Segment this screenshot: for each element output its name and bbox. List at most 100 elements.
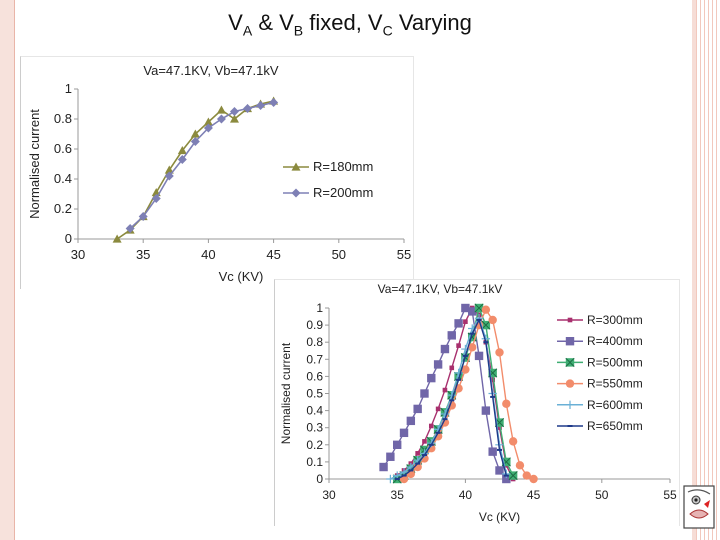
legend-marker <box>291 162 301 171</box>
data-point <box>461 303 470 313</box>
data-point <box>454 368 463 378</box>
data-point <box>440 409 450 419</box>
series-line <box>129 101 274 230</box>
data-point <box>456 343 461 348</box>
data-point <box>515 461 525 470</box>
data-point <box>490 395 496 398</box>
data-point <box>435 431 441 434</box>
data-point <box>529 474 538 484</box>
data-series <box>394 318 509 480</box>
x-tick-label: 35 <box>391 488 405 502</box>
data-point <box>413 404 422 414</box>
title-part-b: & V <box>252 10 294 35</box>
data-point <box>481 305 491 314</box>
data-series <box>112 96 279 243</box>
data-point <box>203 123 213 133</box>
data-point <box>428 443 434 446</box>
data-point <box>469 332 475 335</box>
data-point <box>481 406 491 415</box>
data-point <box>508 471 518 481</box>
data-point <box>503 474 509 477</box>
chart-title: Va=47.1KV, Vb=47.1kV <box>378 282 503 296</box>
data-point <box>468 307 477 316</box>
legend-marker <box>567 317 573 323</box>
data-point <box>379 462 388 472</box>
data-point <box>456 378 462 381</box>
data-point <box>415 451 420 456</box>
y-tick-label: 1 <box>316 301 323 315</box>
data-point <box>151 194 161 203</box>
data-series <box>125 98 279 233</box>
data-point <box>406 416 416 426</box>
y-tick-label: 0.2 <box>306 438 323 452</box>
data-point <box>454 319 463 328</box>
data-point <box>138 212 148 221</box>
data-point <box>164 165 174 174</box>
data-point <box>488 315 497 325</box>
legend-marker <box>567 425 573 427</box>
y-tick-label: 0 <box>316 472 323 486</box>
chart-top-svg: Va=47.1KV, Vb=47.1kV Normalised current Vc… <box>27 63 411 284</box>
data-point <box>229 114 239 123</box>
data-point <box>386 474 395 484</box>
data-point <box>440 344 450 354</box>
x-axis-label: Vc (KV) <box>479 510 520 524</box>
data-point <box>442 387 448 393</box>
data-point <box>502 399 511 408</box>
data-point <box>125 224 135 233</box>
title-subscript-b: B <box>293 22 304 39</box>
y-tick-label: 0.6 <box>306 369 323 383</box>
data-point <box>461 365 470 374</box>
data-point <box>497 425 502 431</box>
data-point <box>408 469 414 472</box>
legend-marker <box>291 188 301 198</box>
y-axis-label: Normalised current <box>27 109 42 219</box>
data-point <box>447 391 456 400</box>
chart-bottom-svg: Va=47.1KV, Vb=47.1kV Normalised current Vc… <box>279 282 677 524</box>
chart-top: Va=47.1KV, Vb=47.1kV Normalised current Vc… <box>20 56 414 289</box>
title-subscript-a: A <box>242 22 253 39</box>
slide-title: VA & VB fixed, VC Varying <box>0 10 700 38</box>
data-point <box>177 155 187 164</box>
data-point <box>488 447 497 456</box>
data-point <box>216 114 226 124</box>
y-tick-label: 0.1 <box>306 455 323 469</box>
legend-label: R=200mm <box>313 185 373 200</box>
right-decorative-border <box>696 0 720 540</box>
data-point <box>476 318 482 321</box>
x-tick-label: 55 <box>663 488 677 502</box>
data-point <box>462 354 468 357</box>
data-point <box>449 365 455 371</box>
legend-label: R=600mm <box>587 398 643 412</box>
data-point <box>190 137 200 146</box>
data-point <box>427 373 436 383</box>
data-point <box>164 171 174 181</box>
data-point <box>435 406 441 412</box>
x-tick-label: 50 <box>332 247 346 262</box>
y-tick-label: 0.3 <box>306 421 323 435</box>
data-point <box>394 478 400 480</box>
data-point <box>177 146 187 155</box>
legend-marker <box>565 400 575 409</box>
series-line <box>382 307 507 480</box>
x-tick-label: 50 <box>595 488 609 502</box>
x-tick-label: 40 <box>201 247 215 262</box>
y-tick-label: 0.5 <box>306 387 323 401</box>
data-point <box>243 104 253 113</box>
data-point <box>393 440 402 449</box>
x-tick-label: 55 <box>397 247 411 262</box>
data-point <box>422 439 427 444</box>
y-tick-label: 0.9 <box>306 318 323 332</box>
data-point <box>203 117 213 126</box>
legend-label: R=650mm <box>587 419 643 433</box>
data-point <box>522 471 531 480</box>
data-point <box>428 423 434 429</box>
data-point <box>442 418 448 421</box>
x-tick-label: 40 <box>459 488 473 502</box>
left-border-line <box>14 0 15 540</box>
right-border-edge <box>692 0 696 540</box>
data-point <box>495 466 504 475</box>
data-point <box>463 319 468 324</box>
legend-label: R=300mm <box>587 313 643 327</box>
data-point <box>229 107 239 116</box>
